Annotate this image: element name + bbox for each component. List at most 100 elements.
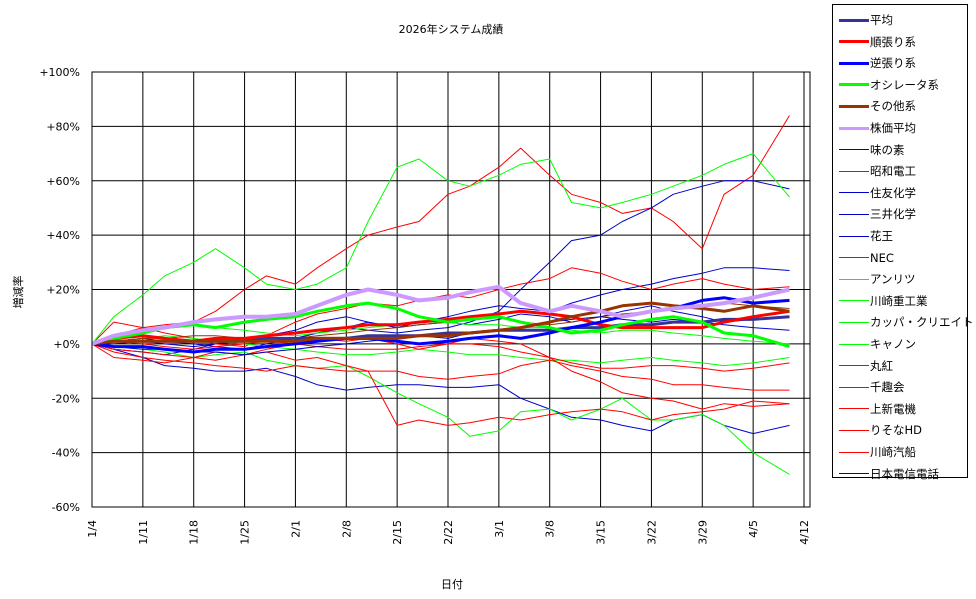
legend-swatch-icon [839, 321, 869, 323]
legend-item: 順張り系 [839, 32, 916, 52]
series-line [91, 153, 790, 345]
x-tick-label: 1/11 [137, 520, 150, 545]
series-line [91, 301, 790, 349]
legend-item: アンリツ [839, 269, 916, 289]
legend-label: NEC [870, 250, 894, 265]
legend-label: りそなHD [870, 423, 923, 438]
series-line [91, 115, 790, 345]
legend-swatch-icon [839, 386, 869, 388]
legend-label: 平均 [870, 13, 893, 27]
series-line [91, 301, 790, 346]
y-tick-label: +40% [46, 229, 80, 242]
y-tick-label: +0% [53, 338, 80, 351]
y-tick-label: +60% [46, 175, 80, 188]
legend-item: 平均 [839, 10, 893, 30]
legend-label: 昭和電工 [870, 164, 916, 179]
legend-swatch-icon [839, 278, 869, 280]
y-tick-label: -60% [52, 501, 80, 514]
legend-label: 三井化学 [870, 207, 916, 222]
legend-label: 花王 [870, 229, 893, 243]
legend-swatch-icon [839, 451, 869, 453]
legend-swatch-icon [839, 40, 869, 44]
legend-item: カッパ・クリエイト [839, 312, 974, 332]
grid [91, 71, 810, 508]
legend-item: 株価平均 [839, 118, 916, 138]
legend-swatch-icon [839, 408, 869, 410]
series-lines [91, 115, 790, 475]
y-tick-label: -40% [52, 447, 80, 460]
legend-label: 上新電機 [870, 401, 916, 416]
legend-item: 逆張り系 [839, 53, 916, 73]
x-tick-label: 2/22 [442, 520, 455, 545]
legend-swatch-icon [839, 365, 869, 367]
legend-swatch-icon [839, 170, 869, 172]
series-line [91, 284, 790, 346]
legend-label: カッパ・クリエイト [870, 315, 974, 330]
y-tick-label: +20% [46, 284, 80, 297]
legend: 平均順張り系逆張り系オシレータ系 その他系株価平均味の素昭和電工住友化学三井化学花… [832, 4, 974, 481]
legend-label: 日本電信電話 [870, 466, 939, 481]
legend-label: 川崎汽船 [870, 445, 916, 459]
legend-label: 千趣会 [870, 380, 905, 395]
legend-label: 丸紅 [870, 358, 893, 373]
legend-swatch-icon [839, 61, 869, 65]
legend-item: 日本電信電話 [839, 464, 939, 484]
series-line [91, 337, 790, 410]
legend-label: オシレータ系 [870, 77, 939, 92]
legend-item: オシレータ系 [839, 75, 939, 95]
legend-label: 逆張り系 [870, 56, 916, 71]
y-tick-label: +100% [39, 66, 80, 79]
y-tick-label: +80% [46, 120, 80, 133]
legend-item: NEC [839, 248, 894, 268]
legend-item: 川崎汽船 [839, 442, 916, 462]
legend-swatch-icon [839, 192, 869, 194]
x-tick-label: 1/4 [86, 520, 99, 538]
x-tick-label: 3/8 [544, 520, 557, 538]
x-tick-label: 2/1 [289, 520, 302, 538]
legend-item: りそなHD [839, 420, 922, 440]
legend-item: 上新電機 [839, 399, 916, 419]
legend-item: 丸紅 [839, 356, 893, 376]
legend-label: その他系 [870, 99, 916, 114]
chart-title: 2026年システム成績 [399, 22, 504, 36]
legend-label: 順張り系 [870, 34, 916, 49]
x-tick-label: 4/12 [798, 520, 811, 545]
series-line [91, 343, 790, 475]
legend-swatch-icon [839, 300, 869, 302]
x-tick-label: 2/15 [391, 520, 404, 545]
series-line [91, 305, 790, 356]
series-line [91, 340, 790, 372]
legend-item: 花王 [839, 226, 893, 246]
x-tick-label: 1/25 [239, 520, 252, 545]
legend-item: 味の素 [839, 140, 905, 160]
x-tick-label: 4/5 [747, 520, 760, 538]
x-axis-ticks: 1/4 1/11 1/18 1/25 2/1 2/8 2/15 2/22 3/1 3/8 3/15 3… [86, 520, 811, 545]
x-tick-label: 3/22 [645, 520, 658, 545]
legend-label: 住友化学 [870, 185, 916, 200]
legend-item: その他系 [839, 96, 916, 116]
legend-item: 昭和電工 [839, 161, 916, 181]
series-line [91, 343, 790, 435]
legend-item: キャノン [839, 334, 916, 354]
x-tick-label: 2/8 [340, 520, 353, 538]
x-tick-label: 3/1 [493, 520, 506, 538]
legend-label: 株価平均 [870, 121, 916, 135]
legend-label: アンリツ [870, 272, 916, 287]
legend-label: 味の素 [870, 142, 905, 157]
legend-item: 千趣会 [839, 377, 905, 397]
legend-swatch-icon [839, 18, 869, 22]
legend-label: キャノン [870, 337, 916, 351]
legend-swatch-icon [839, 126, 869, 130]
series-line [91, 343, 790, 391]
legend-swatch-icon [839, 343, 869, 345]
legend-swatch-icon [839, 83, 869, 87]
legend-swatch-icon [839, 213, 869, 215]
legend-swatch-icon [839, 473, 869, 475]
legend-item: 川崎重工業 [839, 291, 928, 311]
y-axis-ticks: +100% +80% +60% +40% +20% +0% -20% -40% -60% [39, 66, 80, 514]
x-tick-label: 3/29 [696, 520, 709, 545]
y-tick-label: -20% [52, 392, 80, 405]
x-axis-label: 日付 [441, 578, 463, 591]
x-tick-label: 3/15 [595, 520, 608, 545]
